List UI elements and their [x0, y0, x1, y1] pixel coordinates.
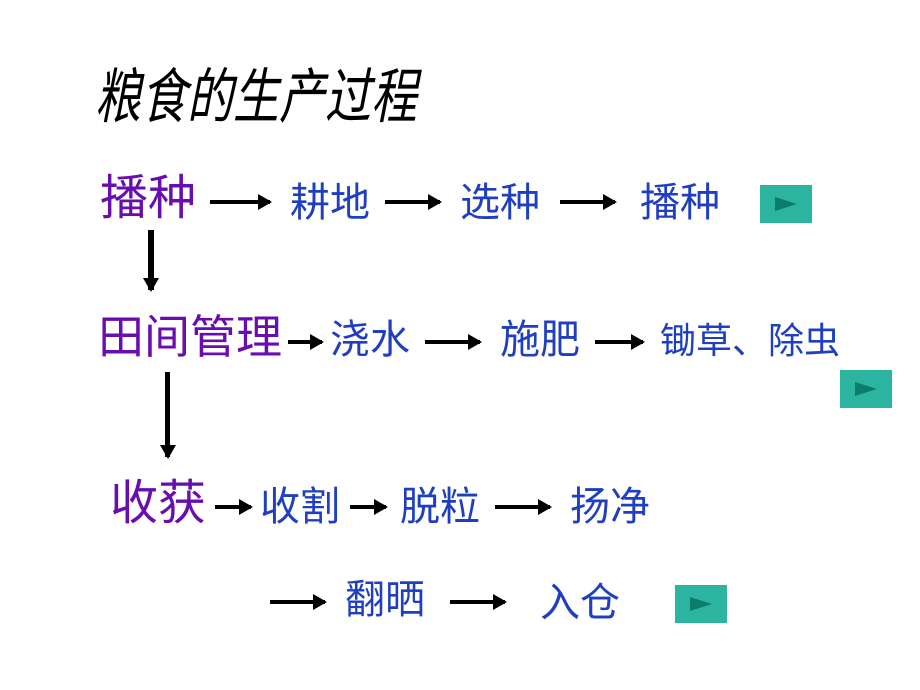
arrow-right-4 — [425, 340, 480, 344]
node-select: 选种 — [460, 183, 540, 223]
arrow-right-0 — [210, 200, 270, 204]
node-sowing: 播种 — [100, 175, 196, 223]
node-manage: 田间管理 — [98, 315, 282, 361]
play-icon — [775, 197, 797, 211]
arrow-right-3 — [288, 340, 322, 344]
arrow-right-2 — [560, 200, 615, 204]
arrow-right-6 — [215, 505, 251, 509]
node-thresh: 脱粒 — [400, 487, 480, 527]
node-reap: 收割 — [260, 487, 340, 527]
arrow-right-7 — [350, 505, 386, 509]
arrow-right-10 — [450, 600, 505, 604]
node-sow2: 播种 — [640, 183, 720, 223]
play-button-0[interactable] — [760, 185, 812, 223]
node-plow: 耕地 — [290, 183, 370, 223]
play-icon — [690, 597, 712, 611]
arrow-right-8 — [495, 505, 550, 509]
node-dry: 翻晒 — [345, 580, 425, 620]
play-icon — [855, 382, 877, 396]
node-winnow: 扬净 — [570, 487, 650, 527]
arrow-right-5 — [595, 340, 643, 344]
play-button-2[interactable] — [675, 585, 727, 623]
diagram-title: 粮食的生产过程 — [95, 50, 417, 136]
node-weed: 锄草、除虫 — [660, 323, 840, 359]
arrow-down-0 — [148, 230, 154, 290]
arrow-down-1 — [165, 372, 170, 457]
node-fert: 施肥 — [500, 320, 580, 360]
play-button-1[interactable] — [840, 370, 892, 408]
node-harvest: 收获 — [110, 480, 206, 528]
arrow-right-9 — [270, 600, 325, 604]
arrow-right-1 — [385, 200, 440, 204]
node-store: 入仓 — [540, 583, 620, 623]
node-water: 浇水 — [330, 320, 410, 360]
